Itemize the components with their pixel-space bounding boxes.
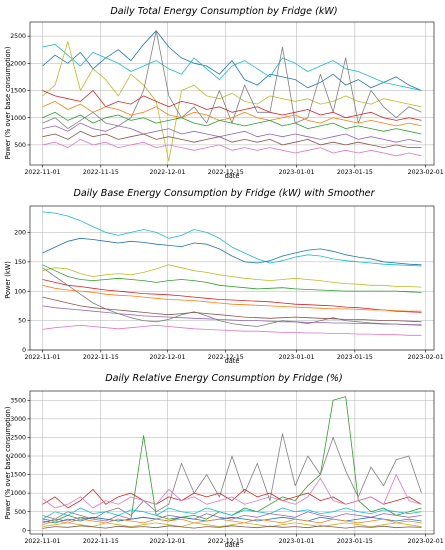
- plot-frame: [29, 21, 435, 166]
- series-line: [42, 522, 422, 527]
- series-line: [42, 324, 422, 336]
- ticks: 2022-11-01 2022-11-15 2022-12-01 2022-12-15…: [14, 230, 444, 361]
- x-tick-label: 2023-02-01: [408, 354, 444, 361]
- x-tick-label: 2022-11-15: [83, 169, 119, 176]
- x-tick-label: 2023-01-15: [337, 354, 373, 361]
- gridlines: [30, 22, 434, 165]
- chart-title: Daily Relative Energy Consumption by Fri…: [105, 373, 343, 384]
- x-tick-label: 2023-01-15: [337, 169, 373, 176]
- x-tick-label: 2023-02-01: [408, 169, 444, 176]
- x-tick-label: 2022-11-01: [25, 169, 61, 176]
- x-tick-label: 2023-01-01: [279, 169, 315, 176]
- y-axis-label: Power (% over base consumption): [4, 407, 12, 520]
- series-line: [42, 122, 422, 143]
- y-tick-label: 1000: [10, 115, 26, 122]
- x-tick-label: 2023-01-01: [279, 538, 315, 545]
- series-line: [42, 138, 422, 157]
- series-line: [42, 264, 422, 293]
- ticks: 2022-11-01 2022-11-15 2022-12-01 2022-12-15…: [10, 33, 443, 176]
- series-line: [42, 211, 422, 267]
- y-tick-label: 1500: [10, 88, 26, 95]
- plot-frame: [29, 205, 435, 351]
- x-tick-label: 2022-12-15: [208, 354, 244, 361]
- chart-relative-energy: Daily Relative Energy Consumption by Fri…: [4, 373, 444, 549]
- series-lines: [42, 30, 422, 162]
- x-tick-label: 2022-12-15: [208, 538, 244, 545]
- series-line: [42, 296, 422, 323]
- y-tick-label: 500: [14, 509, 26, 516]
- y-tick-label: 0: [22, 347, 26, 354]
- plot-frame: [29, 390, 435, 535]
- x-tick-label: 2022-11-01: [25, 354, 61, 361]
- x-axis-label: date: [225, 541, 240, 549]
- x-axis-label: date: [225, 172, 240, 180]
- y-tick-label: 100: [14, 288, 26, 295]
- series-line: [42, 90, 422, 121]
- y-tick-label: 50: [18, 318, 26, 325]
- y-axis-label: Power (% over base consumption): [4, 47, 12, 160]
- ticks: 2022-11-01 2022-11-15 2022-12-01 2022-12-15…: [10, 397, 443, 545]
- y-tick-label: 500: [14, 142, 26, 149]
- x-tick-label: 2022-11-15: [83, 538, 119, 545]
- y-axis-label: Power (kW): [4, 261, 12, 299]
- series-line: [42, 396, 422, 522]
- series-line: [42, 305, 422, 326]
- series-line: [42, 264, 422, 288]
- x-tick-label: 2023-01-01: [279, 354, 315, 361]
- series-line: [42, 284, 422, 312]
- series-line: [42, 507, 422, 520]
- y-tick-label: 2500: [10, 33, 26, 40]
- series-line: [42, 30, 422, 91]
- y-tick-label: 3000: [10, 416, 26, 423]
- series-lines: [42, 396, 422, 529]
- series-line: [42, 101, 422, 127]
- y-tick-label: 150: [14, 259, 26, 266]
- chart-title: Daily Base Energy Consumption by Fridge …: [73, 188, 375, 199]
- series-line: [42, 279, 422, 313]
- y-tick-label: 2000: [10, 453, 26, 460]
- series-line: [42, 511, 422, 524]
- series-line: [42, 43, 422, 91]
- y-tick-label: 0: [22, 527, 26, 534]
- x-tick-label: 2022-12-15: [208, 169, 244, 176]
- series-line: [42, 474, 422, 509]
- series-line: [42, 525, 422, 529]
- x-tick-label: 2023-02-01: [408, 538, 444, 545]
- x-tick-label: 2023-01-15: [337, 538, 373, 545]
- y-tick-label: 3500: [10, 397, 26, 404]
- x-tick-label: 2022-11-01: [25, 538, 61, 545]
- y-tick-label: 2000: [10, 60, 26, 67]
- y-tick-label: 200: [14, 230, 26, 237]
- y-tick-label: 1500: [10, 472, 26, 479]
- x-tick-label: 2022-12-01: [149, 169, 185, 176]
- y-tick-label: 2500: [10, 435, 26, 442]
- x-tick-label: 2022-11-15: [83, 354, 119, 361]
- chart-total-energy: Daily Total Energy Consumption by Fridge…: [4, 6, 444, 180]
- x-axis-label: date: [225, 357, 240, 365]
- series-line: [42, 237, 422, 266]
- series-line: [42, 130, 422, 149]
- chart-title: Daily Total Energy Consumption by Fridge…: [110, 6, 337, 17]
- x-tick-label: 2022-12-01: [149, 354, 185, 361]
- series-line: [42, 516, 422, 524]
- gridlines: [30, 206, 434, 351]
- series-line: [42, 111, 422, 135]
- y-tick-label: 1000: [10, 490, 26, 497]
- x-tick-label: 2022-12-01: [149, 538, 185, 545]
- series-line: [42, 41, 422, 162]
- series-lines: [42, 211, 422, 336]
- chart-base-energy: Daily Base Energy Consumption by Fridge …: [4, 188, 444, 365]
